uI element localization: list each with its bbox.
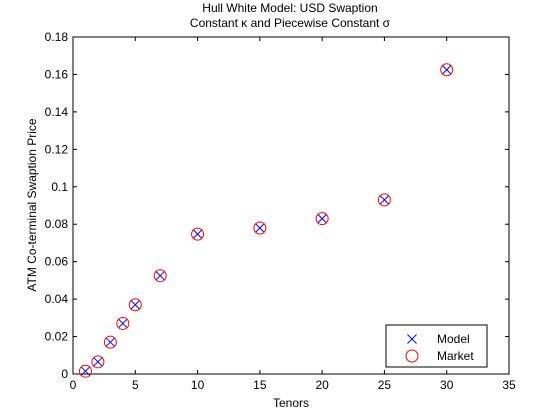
market-point <box>91 355 105 369</box>
y-tick-label: 0.14 <box>45 105 69 119</box>
model-point <box>379 195 390 205</box>
chart-title: Hull White Model: USD Swaption <box>202 1 377 15</box>
y-tick-label: 0.04 <box>45 292 69 306</box>
legend: Model Market <box>385 324 488 368</box>
x-tick-label: 30 <box>440 378 454 392</box>
x-tick-label: 10 <box>191 378 205 392</box>
chart-subtitle: Constant κ and Piecewise Constant σ <box>190 16 391 30</box>
market-point <box>315 212 329 226</box>
model-point <box>80 366 91 377</box>
x-axis: 0 5 10 15 20 25 30 35 <box>70 37 516 392</box>
model-point <box>317 213 327 224</box>
y-tick-label: 0 <box>61 367 68 381</box>
y-tick-label: 0.08 <box>45 217 69 231</box>
model-point <box>130 299 141 310</box>
y-tick-label: 0.02 <box>45 330 69 344</box>
model-point <box>93 356 103 367</box>
legend-box <box>385 324 488 368</box>
market-point <box>153 269 167 283</box>
legend-market-marker <box>405 349 419 363</box>
y-axis-label: ATM Co-terminal Swaption Price <box>25 118 39 291</box>
model-point <box>117 318 128 329</box>
x-tick-label: 35 <box>502 378 516 392</box>
y-tick-label: 0.1 <box>51 180 68 194</box>
legend-model-label: Model <box>437 332 470 346</box>
x-tick-label: 5 <box>132 378 139 392</box>
market-point <box>103 335 117 349</box>
model-point <box>155 270 166 281</box>
x-tick-label: 20 <box>315 378 329 392</box>
x-tick-label: 15 <box>253 378 267 392</box>
model-point <box>441 64 452 75</box>
legend-model-marker <box>407 334 417 344</box>
y-tick-label: 0.12 <box>45 142 69 156</box>
model-point <box>105 337 116 348</box>
market-point <box>377 193 391 207</box>
market-point <box>253 221 267 235</box>
y-tick-label: 0.16 <box>45 67 69 81</box>
model-point <box>255 223 265 233</box>
x-tick-label: 0 <box>70 378 77 392</box>
x-tick-label: 25 <box>378 378 392 392</box>
data-points <box>78 63 454 378</box>
plot-area <box>72 36 510 375</box>
market-point <box>116 316 130 330</box>
y-tick-label: 0.18 <box>45 30 69 44</box>
market-point <box>128 298 142 312</box>
y-axis: 0 0.02 0.04 0.06 0.08 0.1 0.12 0.14 0.16 0.18 <box>45 30 509 381</box>
x-axis-label: Tenors <box>273 396 309 410</box>
market-point <box>440 63 454 77</box>
market-point <box>78 364 92 378</box>
market-point <box>191 227 205 241</box>
legend-market-label: Market <box>437 349 474 363</box>
model-point <box>192 229 203 239</box>
y-tick-label: 0.06 <box>45 255 69 269</box>
